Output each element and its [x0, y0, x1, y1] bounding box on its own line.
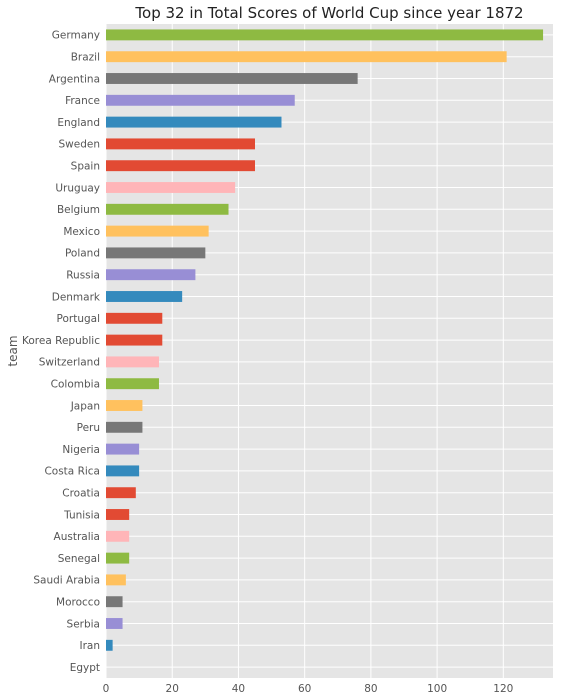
bar	[106, 509, 130, 520]
bar	[106, 487, 136, 499]
bar	[106, 182, 236, 193]
category-label: Belgium	[57, 204, 100, 216]
category-label: Morocco	[56, 597, 100, 609]
bar	[106, 465, 140, 477]
category-label: Iran	[79, 640, 100, 652]
bar	[106, 639, 113, 651]
x-tick-label: 100	[427, 683, 447, 695]
bar	[106, 225, 209, 237]
bar	[106, 291, 183, 302]
y-axis-label: team	[6, 335, 20, 366]
bar	[106, 73, 358, 84]
x-tick-label: 60	[298, 683, 311, 695]
x-tick-label: 80	[364, 683, 377, 695]
plot-area	[106, 24, 553, 678]
bars	[106, 29, 544, 651]
category-label: Australia	[54, 531, 100, 543]
category-label: France	[65, 95, 100, 107]
category-label: Serbia	[67, 618, 100, 630]
category-labels: Germany Brazil Argentina France England Swede…	[22, 30, 101, 674]
bar	[106, 618, 123, 629]
category-label: England	[57, 117, 100, 129]
category-label: Mexico	[63, 226, 100, 238]
bar	[106, 203, 229, 215]
bar	[106, 29, 544, 41]
category-label: Costa Rica	[44, 466, 100, 478]
category-label: Nigeria	[62, 444, 100, 456]
category-label: Saudi Arabia	[33, 575, 100, 587]
bar	[106, 94, 295, 106]
bar	[106, 443, 140, 455]
bar	[106, 247, 206, 259]
category-label: Korea Republic	[22, 335, 100, 347]
category-label: Spain	[71, 161, 100, 173]
chart-title: Top 32 in Total Scores of World Cup sinc…	[134, 4, 523, 22]
bar	[106, 116, 282, 128]
bar	[106, 269, 196, 281]
category-label: Peru	[77, 422, 100, 434]
x-tick-label: 0	[103, 683, 110, 695]
bar	[106, 160, 255, 172]
category-label: Sweden	[59, 139, 101, 151]
bar	[106, 51, 507, 63]
category-label: Uruguay	[55, 182, 100, 194]
category-label: Switzerland	[39, 357, 100, 369]
category-label: Denmark	[52, 291, 101, 303]
bar	[106, 552, 130, 564]
category-label: Egypt	[70, 662, 100, 674]
bar	[106, 421, 143, 433]
category-label: Poland	[65, 248, 100, 260]
category-label: Tunisia	[63, 509, 100, 521]
bar	[106, 574, 126, 586]
category-label: Russia	[66, 270, 100, 282]
bar	[106, 530, 130, 542]
x-tick-label: 120	[493, 683, 513, 695]
category-label: Germany	[52, 30, 100, 42]
category-label: Argentina	[49, 73, 100, 85]
bar	[106, 356, 159, 368]
category-label: Portugal	[57, 313, 101, 325]
category-label: Senegal	[58, 553, 100, 565]
category-label: Croatia	[62, 488, 100, 500]
bar	[106, 138, 255, 150]
x-tick-labels: 0 20 40 60 80 100 120	[103, 683, 514, 695]
bar	[106, 596, 123, 608]
bar	[106, 334, 163, 346]
category-label: Colombia	[51, 379, 100, 391]
bar	[106, 378, 159, 390]
category-label: Japan	[70, 400, 100, 412]
bar	[106, 312, 163, 324]
x-tick-label: 20	[166, 683, 179, 695]
x-tick-label: 40	[232, 683, 245, 695]
bar	[106, 400, 143, 411]
category-label: Brazil	[71, 52, 100, 64]
